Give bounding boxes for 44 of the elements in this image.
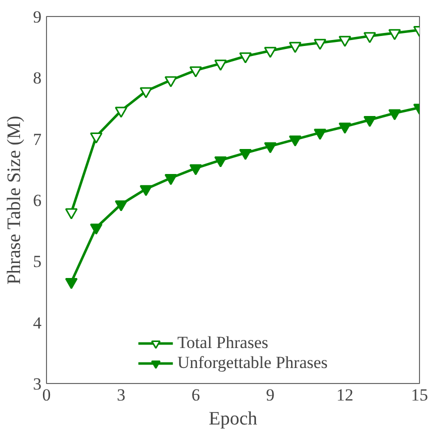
point (364, 116, 376, 127)
point (388, 109, 401, 120)
point (314, 128, 326, 140)
point (239, 52, 252, 64)
point (388, 29, 401, 40)
x-tick-label: 15 (411, 386, 428, 404)
x-tick-label: 0 (42, 386, 51, 404)
point (90, 132, 102, 144)
point (140, 87, 152, 98)
point (364, 32, 376, 44)
x-tick-label: 9 (266, 386, 275, 404)
point (140, 185, 152, 196)
point (65, 278, 78, 290)
y-tick-label: 9 (33, 8, 42, 26)
point (338, 122, 352, 134)
point (314, 38, 326, 50)
x-tick-label: 6 (191, 386, 200, 404)
y-tick-label: 6 (33, 191, 42, 210)
point (288, 136, 302, 147)
point (65, 208, 78, 220)
y-tick-label: 8 (33, 68, 42, 88)
point (214, 156, 227, 168)
x-axis-title: Epoch (208, 408, 258, 430)
point (338, 36, 352, 47)
point (264, 142, 277, 154)
x-tick-label: 12 (336, 386, 354, 404)
y-tick-label: 5 (33, 252, 42, 272)
point (114, 200, 128, 212)
point (189, 66, 202, 78)
legend-label: Unforgettable Phrases (177, 353, 328, 373)
point (164, 76, 178, 88)
point (288, 42, 302, 53)
x-tick-label: 3 (116, 386, 126, 404)
legend-label: Total Phrases (177, 333, 268, 353)
y-tick-label: 4 (33, 313, 42, 332)
y-axis-title: Phrase Table Size (M) (4, 116, 25, 285)
point (90, 224, 102, 235)
y-tick-label: 7 (33, 130, 42, 149)
point (114, 106, 128, 118)
point (189, 164, 202, 176)
point (214, 60, 227, 71)
point (164, 174, 178, 186)
point (264, 46, 277, 58)
point (239, 148, 252, 160)
